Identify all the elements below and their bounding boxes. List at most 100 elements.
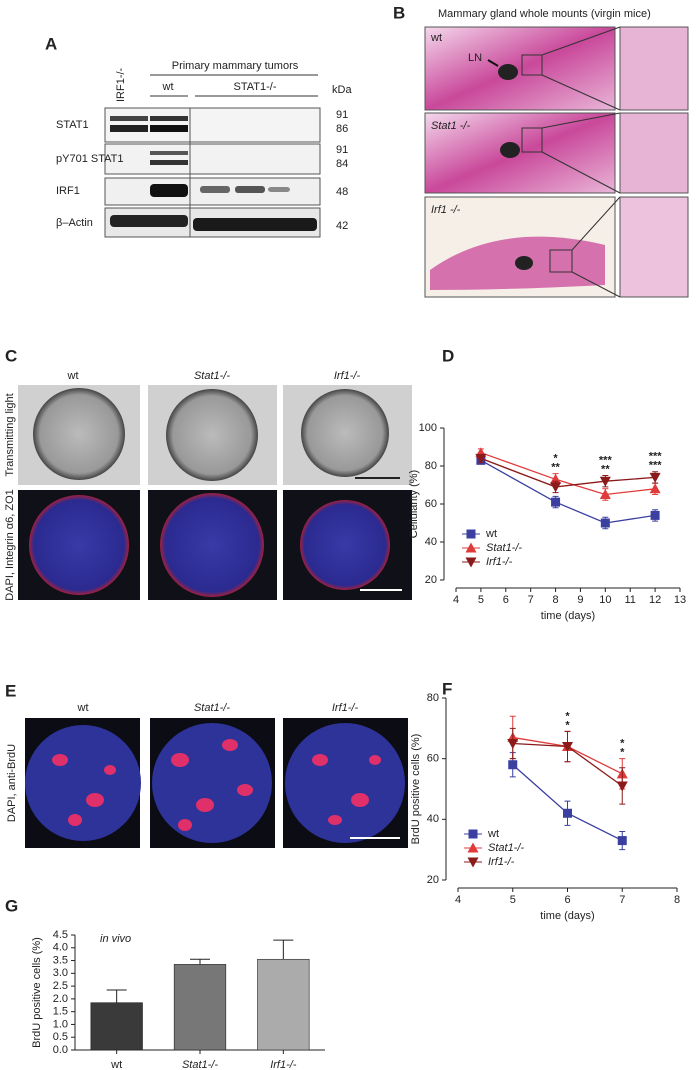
- legend-label: Irf1-/-: [488, 856, 515, 868]
- legend-marker: [465, 557, 477, 568]
- x-tick-label: Irf1-/-: [270, 1059, 297, 1070]
- y-tick-label: 2.5: [53, 980, 68, 992]
- significance: ***: [649, 460, 663, 472]
- y-tick-label: 20: [425, 574, 437, 586]
- x-tick-label: 6: [564, 894, 570, 906]
- bar: [90, 1002, 143, 1051]
- significance: *: [565, 719, 570, 731]
- x-tick-label: 8: [674, 894, 680, 906]
- legend-marker: [465, 542, 477, 553]
- x-tick-label: 9: [577, 594, 583, 606]
- series-line: [480, 452, 656, 496]
- y-tick-label: 1.5: [53, 1006, 68, 1018]
- error-bar: [106, 989, 127, 1003]
- x-tick-label: 10: [599, 594, 611, 606]
- y-tick-label: 80: [425, 460, 437, 472]
- y-tick-label: 3.0: [53, 967, 68, 979]
- significance: ***: [649, 451, 663, 463]
- size-label: 42: [336, 220, 348, 232]
- x-tick-label: 4: [453, 594, 459, 606]
- x-tick-label: 6: [503, 594, 509, 606]
- row-label: Stat1 -/-: [431, 120, 470, 132]
- y-tick-label: 1.0: [53, 1018, 68, 1030]
- x-tick-label: 7: [619, 894, 625, 906]
- x-tick-label: 5: [478, 594, 484, 606]
- y-tick-label: 60: [425, 498, 437, 510]
- size-label: 86: [336, 123, 348, 135]
- y-tick-label: 40: [427, 813, 439, 825]
- marker: [563, 808, 572, 818]
- marker: [649, 472, 661, 483]
- series-line: [480, 459, 656, 524]
- panel-letter: B: [393, 3, 405, 22]
- error-bar: [190, 958, 210, 965]
- y-tick-label: 2.0: [53, 993, 68, 1005]
- error-bar: [273, 939, 294, 960]
- x-tick-label: 12: [649, 594, 661, 606]
- row-label: pY701 STAT1: [56, 153, 123, 165]
- panel-letter: C: [5, 346, 17, 365]
- legend-label: wt: [485, 528, 497, 540]
- marker: [599, 489, 611, 499]
- marker: [551, 497, 561, 507]
- size-label: 48: [336, 186, 348, 198]
- column-label: Stat1-/-: [194, 702, 230, 714]
- column-label: wt: [67, 370, 79, 382]
- marker: [599, 476, 611, 487]
- x-tick-label: 11: [625, 594, 636, 606]
- legend-label: Stat1-/-: [486, 542, 522, 554]
- row-label: STAT1: [56, 119, 89, 131]
- y-tick-label: 20: [427, 874, 439, 886]
- x-tick-label: 8: [552, 594, 558, 606]
- unit-label: kDa: [332, 84, 352, 96]
- marker: [617, 836, 627, 846]
- row-label: IRF1: [56, 185, 80, 197]
- column-label: Irf1-/-: [334, 370, 361, 382]
- column-label: Stat1-/-: [194, 370, 230, 382]
- legend-label: Irf1-/-: [486, 556, 513, 568]
- annotation: in vivo: [100, 933, 131, 945]
- group-label: STAT1-/-: [234, 81, 277, 93]
- marker: [650, 510, 660, 520]
- y-tick-label: 3.5: [53, 954, 68, 966]
- legend-marker: [467, 842, 479, 853]
- x-axis-label: time (days): [540, 910, 594, 922]
- y-tick-label: 0.0: [53, 1044, 68, 1056]
- marker: [508, 760, 518, 770]
- y-tick-label: 4.0: [53, 942, 68, 954]
- panel-letter: E: [5, 681, 16, 700]
- micrographs: [25, 718, 408, 848]
- y-axis-label: Cellularity (%): [408, 470, 420, 538]
- y-tick-label: 0.5: [53, 1031, 68, 1043]
- y-axis-label: BrdU positive cells (%): [410, 734, 422, 845]
- significance: **: [601, 463, 610, 475]
- row-label: Transmitting light: [4, 393, 16, 476]
- bar: [173, 964, 227, 1051]
- size-label: 91: [336, 109, 348, 121]
- whole-mount-images: [424, 26, 689, 298]
- y-tick-label: 40: [425, 536, 437, 548]
- bar: [257, 958, 310, 1051]
- legend-label: wt: [487, 828, 499, 840]
- row-label: DAPI, Integrin α6, ZO1: [4, 489, 16, 601]
- x-tick-label: 5: [510, 894, 516, 906]
- y-tick-label: 100: [419, 422, 437, 434]
- x-axis-label: time (days): [541, 610, 595, 622]
- marker: [475, 453, 487, 464]
- significance: **: [551, 462, 560, 474]
- x-tick-label: 4: [455, 894, 461, 906]
- blot: [104, 107, 321, 238]
- marker: [507, 739, 519, 749]
- x-tick-label: Stat1-/-: [182, 1059, 218, 1070]
- significance: ***: [599, 454, 613, 466]
- y-axis-label: BrdU positive cells (%): [31, 937, 43, 1048]
- legend-marker: [468, 829, 478, 839]
- x-tick-label: 13: [674, 594, 686, 606]
- micrographs: [18, 385, 412, 600]
- panel-letter: F: [442, 679, 452, 698]
- panel-letter: G: [5, 896, 18, 915]
- lane-label: IRF1-/-: [115, 67, 127, 102]
- row-label: β–Actin: [56, 217, 93, 229]
- significance: *: [553, 453, 558, 465]
